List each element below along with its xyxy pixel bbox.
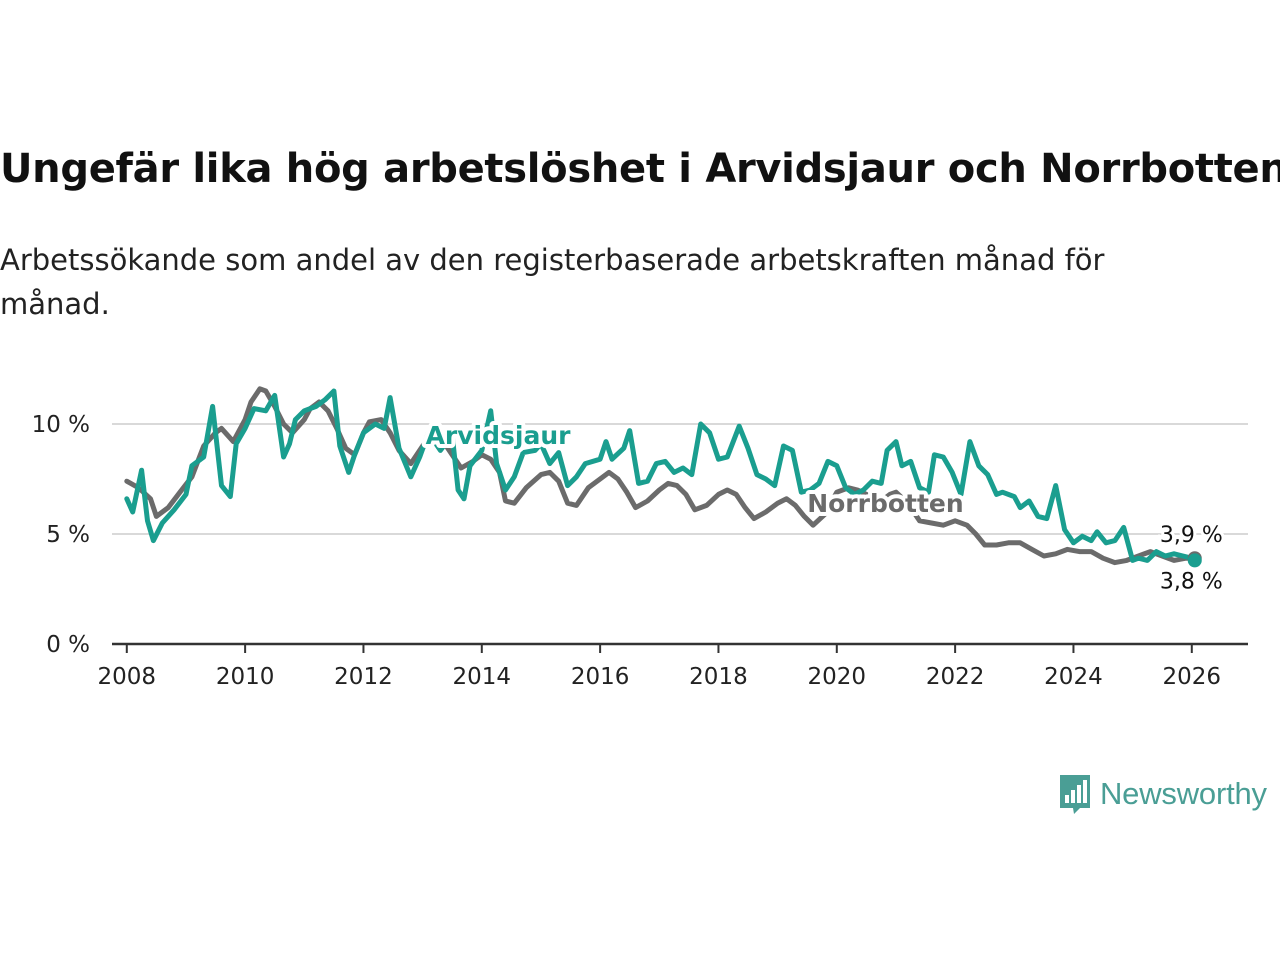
end-marker-arvidsjaur bbox=[1187, 553, 1202, 568]
x-tick-label: 2014 bbox=[453, 664, 512, 690]
series-lines bbox=[124, 386, 1198, 566]
x-axis: 2008 2010 2012 2014 2016 2018 2020 2022 2024 2026 bbox=[98, 642, 1248, 690]
x-tick-label: 2010 bbox=[216, 664, 275, 690]
series-line-arvidsjaur bbox=[124, 388, 1198, 563]
series-label-norrbotten: Norrbotten bbox=[807, 489, 963, 518]
end-value-label-arvidsjaur: 3,8 % bbox=[1160, 569, 1223, 594]
newsworthy-logo-icon bbox=[1060, 775, 1090, 814]
end-markers: 3,9 % 3,8 % bbox=[1157, 520, 1226, 597]
x-tick-label: 2020 bbox=[808, 664, 867, 690]
x-tick-label: 2008 bbox=[98, 664, 157, 690]
x-tick-label: 2012 bbox=[334, 664, 393, 690]
chart-subtitle: Arbetssökande som andel av den registerb… bbox=[0, 243, 1105, 321]
end-value-label-norrbotten: 3,9 % bbox=[1160, 523, 1223, 548]
chart-title: Ungefär lika hög arbetslöshet i Arvidsja… bbox=[0, 146, 1280, 192]
newsworthy-brand: Newsworthy bbox=[1058, 772, 1267, 816]
brand-name: Newsworthy bbox=[1100, 776, 1267, 811]
x-tick-label: 2026 bbox=[1163, 664, 1222, 690]
y-tick-label: 5 % bbox=[46, 522, 90, 548]
x-tick-label: 2024 bbox=[1044, 664, 1103, 690]
series-labels: Arvidsjaur Norrbotten bbox=[422, 417, 968, 522]
series-label-arvidsjaur: Arvidsjaur bbox=[426, 421, 572, 450]
y-tick-label: 10 % bbox=[32, 412, 90, 438]
x-tick-label: 2016 bbox=[571, 664, 630, 690]
series-line-norrbotten bbox=[124, 386, 1198, 566]
x-tick-label: 2018 bbox=[689, 664, 748, 690]
line-chart: 0 %5 %10 % 2008 2010 2012 2014 2016 2018 2020 2… bbox=[32, 386, 1248, 690]
x-tick-label: 2022 bbox=[926, 664, 985, 690]
y-axis-ticks: 0 % 5 % 10 % bbox=[32, 412, 90, 658]
y-tick-label: 0 % bbox=[46, 632, 90, 658]
